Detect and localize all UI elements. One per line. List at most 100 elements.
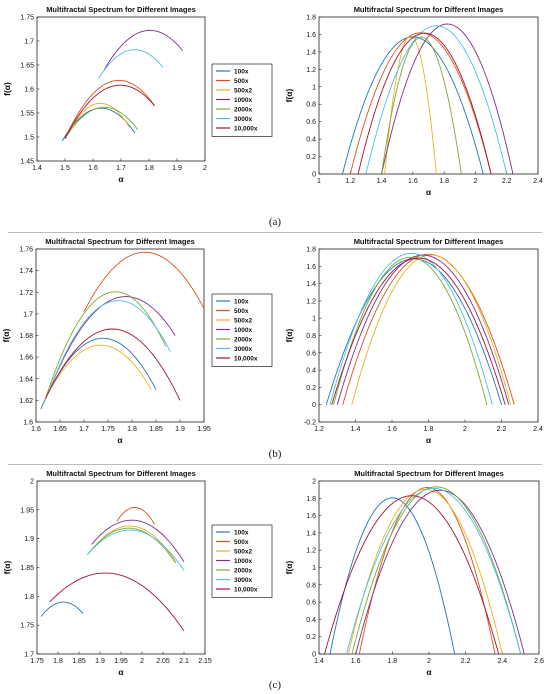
y-tick-label: 0.4 xyxy=(306,137,316,144)
y-tick-label: 1.76 xyxy=(19,247,33,254)
y-tick-label: 1 xyxy=(312,316,316,323)
series-line-1000x xyxy=(381,23,514,174)
y-axis-label: f(α) xyxy=(284,88,294,102)
x-tick-label: 1.8 xyxy=(53,658,63,665)
series-group xyxy=(325,252,515,405)
y-tick-label: 1.8 xyxy=(306,496,316,503)
x-tick-label: 1.8 xyxy=(144,165,154,172)
x-tick-label: 1.85 xyxy=(149,426,163,433)
plot-area-frame xyxy=(36,480,206,655)
panel-separator xyxy=(8,232,542,233)
x-tick-label: 2 xyxy=(140,658,144,665)
x-tick-label: 2 xyxy=(473,178,477,185)
plot-area-frame xyxy=(35,248,205,423)
series-line-3000x xyxy=(49,300,171,388)
chart-c-left: Multifractal Spectrum for Different Imag… xyxy=(2,469,273,677)
legend-entry: 10,000x xyxy=(234,587,258,594)
y-tick-label: 1.8 xyxy=(24,594,34,601)
series-line-500x xyxy=(83,251,204,312)
y-axis-label: f(α) xyxy=(284,328,294,342)
panel-label-b: (b) xyxy=(268,448,282,460)
x-tick-label: 1.2 xyxy=(345,178,355,185)
panel-label-a: (a) xyxy=(268,216,282,228)
legend-entry: 500x2 xyxy=(234,318,252,325)
series-line-2000x xyxy=(45,291,167,399)
x-tick-label: 1.75 xyxy=(101,426,115,433)
x-tick-label: 1.7 xyxy=(116,165,126,172)
legend-entry: 10,000x xyxy=(234,356,258,363)
plot-area-frame xyxy=(36,16,206,162)
legend-box xyxy=(211,293,273,367)
y-tick-label: 1.5 xyxy=(24,135,34,142)
legend-entry: 2000x xyxy=(234,568,252,575)
x-tick-label: 1.2 xyxy=(314,426,324,433)
x-tick-label: 1.6 xyxy=(88,165,98,172)
series-group xyxy=(342,23,514,174)
x-tick-label: 1.6 xyxy=(31,426,41,433)
series-line-10-000x xyxy=(324,495,500,654)
legend-entry: 100x xyxy=(234,530,249,537)
y-tick-label: 1.66 xyxy=(19,355,33,362)
y-tick-label: 1.6 xyxy=(23,420,33,427)
chart-title: Multifractal Spectrum for Different Imag… xyxy=(354,469,504,478)
legend: 100x 500x 500x2 1000x 2000x 3000x 10,000x xyxy=(211,293,273,367)
x-axis-label: α xyxy=(426,667,432,677)
series-line-500x2 xyxy=(64,102,130,140)
x-tick-label: 2.05 xyxy=(156,658,170,665)
legend-entry: 3000x xyxy=(234,577,252,584)
legend-entry: 2000x xyxy=(234,337,252,344)
series-group xyxy=(40,507,185,632)
legend-entry: 2000x xyxy=(234,107,252,114)
plot-area-frame xyxy=(318,16,539,175)
x-tick-label: 1.6 xyxy=(387,426,397,433)
legend-box xyxy=(211,63,273,137)
x-tick-label: 1.5 xyxy=(60,165,70,172)
series-line-500x xyxy=(64,79,155,139)
y-tick-label: 1.6 xyxy=(306,264,316,271)
chart-title: Multifractal Spectrum for Different Imag… xyxy=(46,5,196,14)
y-tick-label: 0.8 xyxy=(306,582,316,589)
series-line-500x xyxy=(342,253,515,405)
y-tick-label: 1.68 xyxy=(19,333,33,340)
series-line-10-000x xyxy=(331,257,506,405)
x-tick-label: 1.8 xyxy=(387,658,397,665)
x-tick-label: 2 xyxy=(203,165,207,172)
x-tick-label: 2.2 xyxy=(497,426,507,433)
legend-entry: 1000x xyxy=(234,327,252,334)
x-tick-label: 1.85 xyxy=(72,658,86,665)
y-tick-label: 1.6 xyxy=(306,32,316,39)
y-tick-label: 0.2 xyxy=(306,154,316,161)
y-tick-label: 0.6 xyxy=(306,350,316,357)
x-tick-label: 1.9 xyxy=(172,165,182,172)
y-tick-label: 0 xyxy=(312,172,316,179)
y-tick-label: 1.9 xyxy=(24,536,34,543)
y-tick-label: 1.7 xyxy=(24,652,34,659)
y-tick-label: 0 xyxy=(312,402,316,409)
y-tick-label: 1.4 xyxy=(306,281,316,288)
legend-entry: 1000x xyxy=(234,97,252,104)
y-axis-label: f(α) xyxy=(1,328,11,342)
x-tick-label: 2.15 xyxy=(198,658,212,665)
y-tick-label: 0.8 xyxy=(306,102,316,109)
series-line-3000x xyxy=(87,529,185,571)
x-axis-label: α xyxy=(118,174,124,184)
x-tick-label: 1.8 xyxy=(127,426,137,433)
y-tick-label: -0.2 xyxy=(304,420,316,427)
series-line-500x2 xyxy=(45,344,152,399)
x-tick-label: 1.95 xyxy=(197,426,211,433)
chart-title: Multifractal Spectrum for Different Imag… xyxy=(46,469,196,478)
y-tick-label: 0.6 xyxy=(306,600,316,607)
y-tick-label: 0.8 xyxy=(306,333,316,340)
series-group xyxy=(40,251,204,410)
y-tick-label: 1.2 xyxy=(306,298,316,305)
series-line-1000x xyxy=(336,254,510,405)
y-tick-label: 1.2 xyxy=(306,548,316,555)
series-line-10-000x xyxy=(64,84,155,139)
x-tick-label: 1.7 xyxy=(79,426,89,433)
series-line-10-000x xyxy=(45,328,181,401)
x-tick-label: 2 xyxy=(463,426,467,433)
series-line-10-000x xyxy=(49,572,185,632)
x-tick-label: 2 xyxy=(427,658,431,665)
y-tick-label: 1.74 xyxy=(19,268,33,275)
